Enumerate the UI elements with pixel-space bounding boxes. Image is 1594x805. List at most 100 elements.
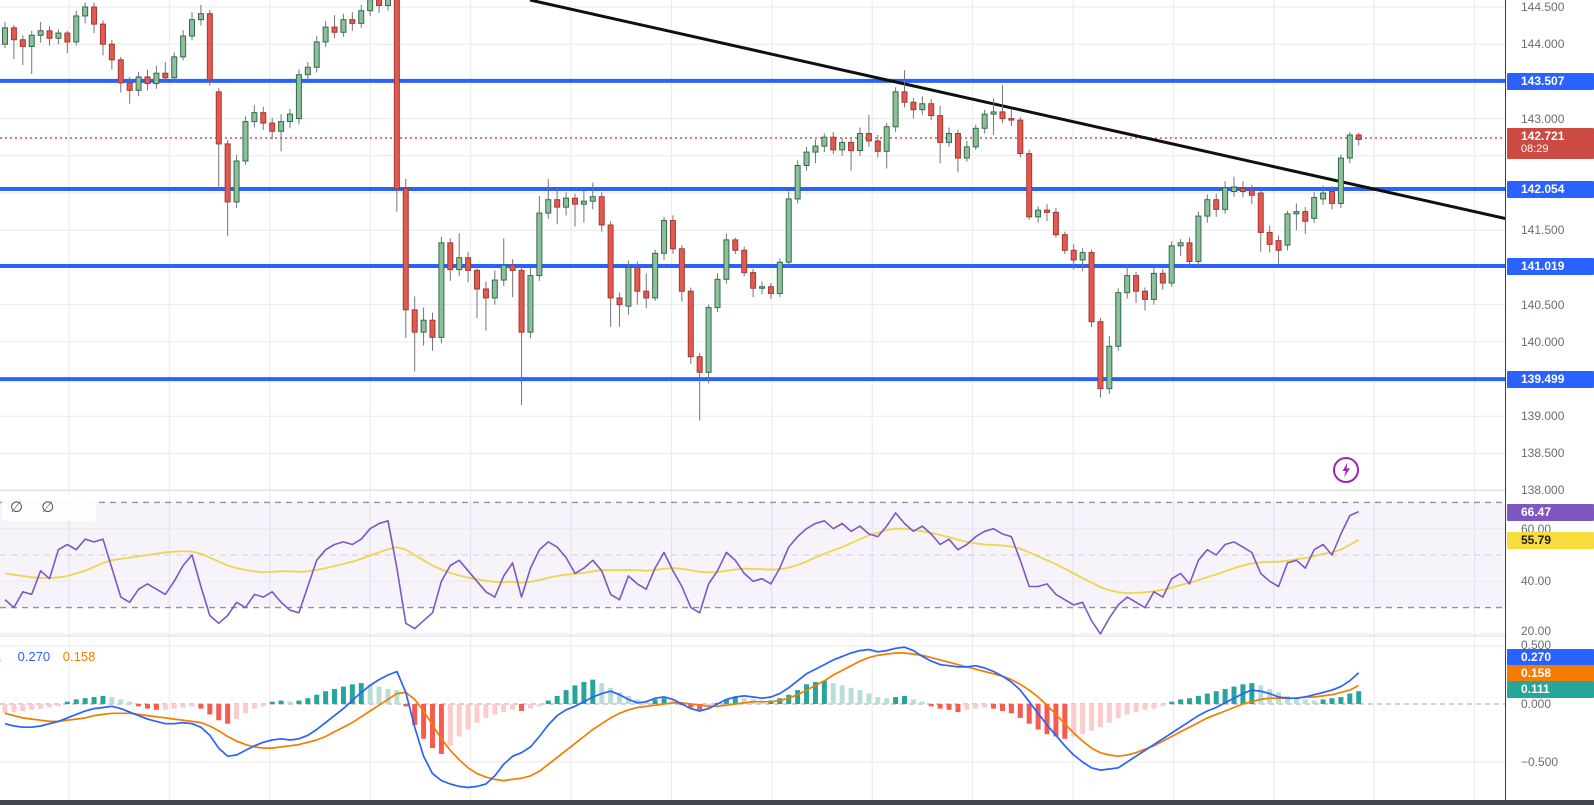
macd-histogram-bar (1097, 704, 1103, 728)
candle-down (447, 242, 454, 271)
macd-histogram-bar (1186, 698, 1192, 704)
macd-histogram-bar (732, 697, 738, 704)
macd-histogram-bar (554, 695, 560, 704)
candle-up (2, 27, 8, 45)
candlestick-series[interactable] (2, 0, 1362, 421)
macd-histogram-bar (287, 701, 293, 704)
candle-up (171, 56, 178, 79)
candle-down (260, 112, 267, 124)
candle-down (465, 257, 472, 271)
macd-histogram-bar (608, 687, 614, 704)
candle-down (1355, 134, 1362, 140)
candle-down (1097, 321, 1104, 390)
macd-histogram-bar (385, 688, 391, 704)
macd-histogram-bar (91, 697, 97, 704)
macd-histogram-bar (1169, 701, 1175, 704)
candle-up (1195, 215, 1202, 262)
price-axis[interactable]: 144.500 144.000 143.000 141.500 140.500 140.0… (1505, 0, 1594, 800)
macd-histogram-bar (278, 700, 284, 704)
candle-up (803, 151, 810, 166)
axis-label: 141.500 (1521, 223, 1565, 237)
candle-down (108, 43, 115, 61)
macd-status-row: 1 0.270 0.158 (0, 648, 104, 666)
candle-up (545, 199, 552, 214)
candle-down (848, 141, 855, 152)
macd-histogram-bar (305, 698, 311, 704)
macd-histogram-bar (1213, 691, 1219, 704)
time-axis-border (0, 800, 1594, 805)
macd-histogram-bar (234, 704, 240, 720)
candle-up (55, 32, 62, 39)
candle-up (251, 112, 258, 123)
macd-histogram-bar (109, 697, 115, 704)
candle-up (384, 0, 391, 7)
candle-down (402, 188, 409, 311)
macd-histogram-bar (1302, 699, 1308, 704)
macd-histogram-bar (323, 691, 329, 704)
candle-up (242, 121, 249, 162)
macd-histogram-bar (55, 704, 61, 707)
candle-up (946, 132, 953, 143)
macd-histogram-bar (652, 699, 658, 704)
macd-histogram-bar (11, 704, 17, 713)
candle-up (705, 307, 712, 373)
candle-up (821, 136, 828, 147)
rsi-line (4, 510, 1360, 635)
descending-trendline[interactable] (529, 0, 1512, 220)
macd-histogram-bar (394, 690, 400, 704)
axis-label: 140.500 (1521, 298, 1565, 312)
axis-label: 144.000 (1521, 37, 1565, 51)
candle-up (1231, 186, 1238, 193)
macd-line (4, 646, 1360, 789)
macd-histogram-bar (421, 704, 427, 739)
macd-histogram-bar (928, 704, 934, 707)
candle-down (999, 111, 1006, 120)
macd-histogram-bar (1204, 693, 1210, 704)
candle-up (785, 198, 792, 263)
candle-down (741, 249, 748, 274)
macd-histogram-bar (830, 683, 836, 704)
candle-up (1204, 199, 1211, 217)
candle-up (438, 242, 445, 338)
macd-histogram-bar (64, 701, 70, 704)
candle-up (652, 252, 659, 299)
candle-up (1177, 242, 1184, 247)
macd-histogram-bar (127, 701, 133, 704)
macd-histogram-bar (1044, 704, 1050, 735)
candle-down (687, 290, 694, 358)
macd-histogram-bar (866, 693, 872, 704)
lightning-marker-icon[interactable] (1333, 457, 1359, 483)
candle-down (643, 290, 650, 299)
candle-up (892, 91, 899, 128)
candle-down (1026, 153, 1033, 218)
macd-pane[interactable] (2, 646, 1362, 789)
candle-up (1168, 245, 1175, 284)
macd-signal-value: 0.158 (62, 649, 96, 664)
macd-histogram-bar (492, 704, 498, 715)
candle-down (144, 76, 151, 85)
candle-down (509, 264, 516, 271)
macd-histogram-bar (367, 684, 373, 704)
candle-up (197, 13, 204, 21)
candle-down (224, 143, 231, 203)
candle-up (73, 15, 80, 43)
axis-label: 0.500 (1521, 638, 1552, 652)
candle-down (1186, 242, 1193, 262)
candle-down (669, 220, 676, 250)
macd-histogram-bar (804, 684, 810, 704)
macd-histogram-bar (403, 704, 409, 707)
candle-up (313, 41, 320, 68)
rsi-pane[interactable] (4, 510, 1360, 635)
candle-up (491, 279, 498, 299)
candle-up (839, 141, 846, 151)
candle-up (1106, 345, 1113, 390)
macd-histogram-bar (153, 704, 159, 710)
macd-value: 0.270 (17, 649, 51, 664)
candle-up (981, 113, 988, 129)
macd-histogram-bar (456, 704, 462, 737)
axis-label: 40.00 (1521, 574, 1552, 588)
candle-down (865, 132, 872, 142)
macd-histogram-bar (999, 704, 1005, 711)
